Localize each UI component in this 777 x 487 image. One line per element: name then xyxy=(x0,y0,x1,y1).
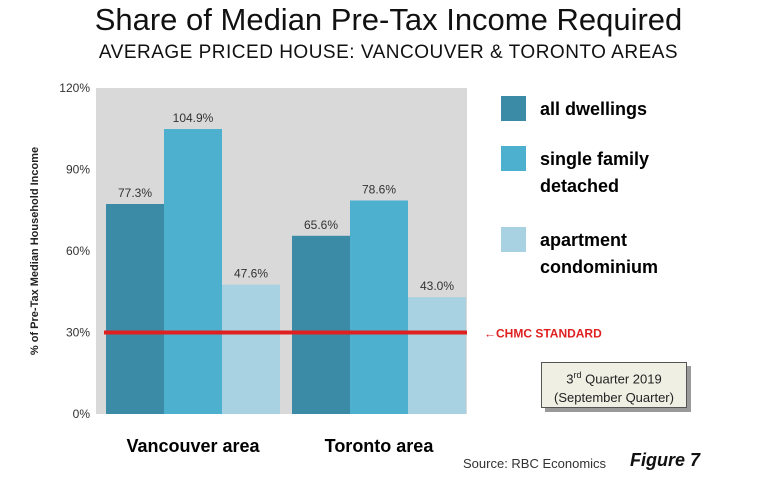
bar xyxy=(222,284,280,414)
legend-swatch xyxy=(501,227,526,252)
y-tick-label: 0% xyxy=(73,407,91,421)
x-category-label: Vancouver area xyxy=(126,436,260,456)
data-label: 43.0% xyxy=(420,279,454,293)
chart-subtitle: AVERAGE PRICED HOUSE: VANCOUVER & TORONT… xyxy=(98,42,679,63)
data-label: 47.6% xyxy=(234,267,268,281)
bar xyxy=(292,235,350,414)
quarter-note-box: 3rd Quarter 2019 (September Quarter) xyxy=(541,362,687,408)
bar xyxy=(164,129,222,414)
figure-label: Figure 7 xyxy=(630,450,701,470)
bar xyxy=(350,200,408,414)
y-tick-label: 60% xyxy=(66,244,90,258)
source-note: Source: RBC Economics xyxy=(463,456,607,471)
data-label: 104.9% xyxy=(173,111,214,125)
legend-label: condominium xyxy=(540,257,658,277)
y-axis-label: % of Pre-Tax Median Household Income xyxy=(29,147,41,355)
data-label: 77.3% xyxy=(118,186,152,200)
chart-title: Share of Median Pre-Tax Income Required xyxy=(94,2,683,37)
data-label: 78.6% xyxy=(362,182,396,196)
y-tick-label: 120% xyxy=(59,81,90,95)
legend-label: all dwellings xyxy=(540,99,647,119)
legend-swatch xyxy=(501,146,526,171)
reference-line-label: ←CHMC STANDARD xyxy=(484,327,602,341)
y-tick-label: 90% xyxy=(66,163,90,177)
legend-swatch xyxy=(501,96,526,121)
x-category-label: Toronto area xyxy=(325,436,435,456)
legend-label: detached xyxy=(540,176,619,196)
legend-label: apartment xyxy=(540,230,627,250)
legend-label: single family xyxy=(540,149,649,169)
bar xyxy=(106,204,164,414)
bar xyxy=(408,297,466,414)
quarter-note-line2: (September Quarter) xyxy=(554,390,674,406)
data-label: 65.6% xyxy=(304,218,338,232)
y-tick-label: 30% xyxy=(66,326,90,340)
quarter-note-line1: 3rd Quarter 2019 xyxy=(566,370,662,387)
